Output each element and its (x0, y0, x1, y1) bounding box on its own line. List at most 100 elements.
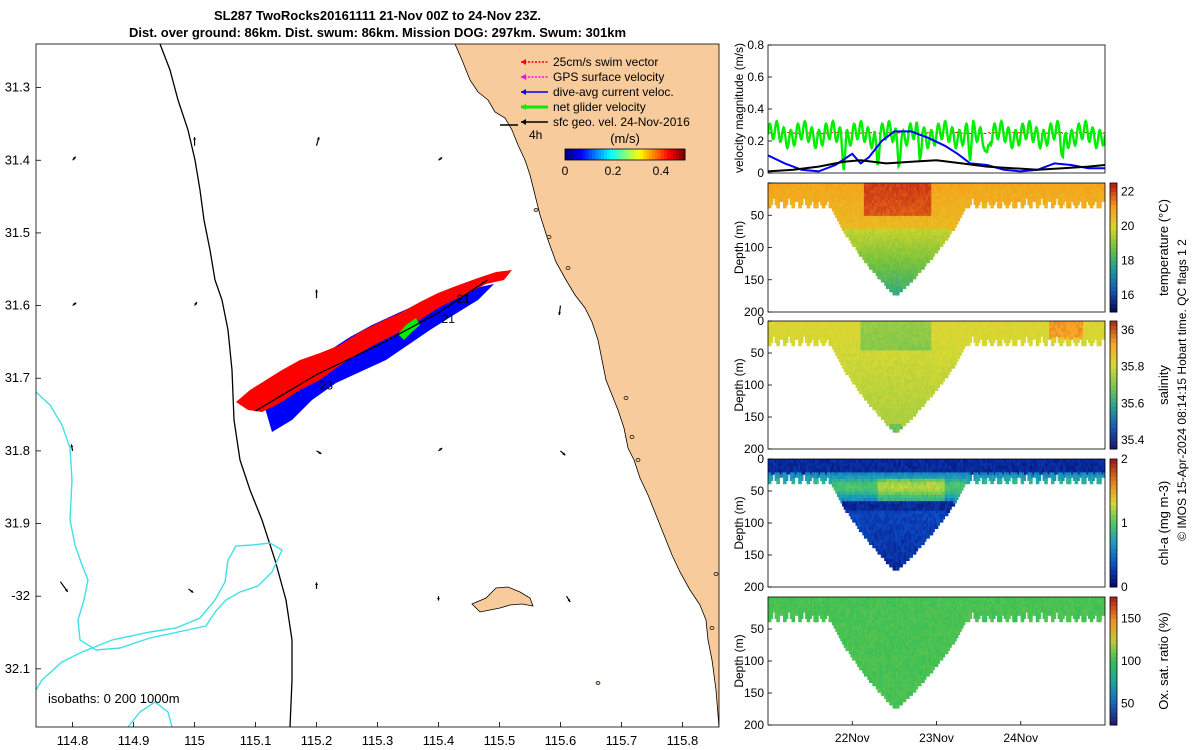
section-cell (959, 209, 964, 215)
section-cell (954, 356, 959, 363)
section-cell (799, 196, 804, 202)
velocity-series-line (768, 130, 1105, 173)
map-colorbar-segment (607, 149, 611, 160)
geo-velocity-arrowhead (193, 137, 196, 140)
section-colorbar-segment (1110, 273, 1117, 279)
section-cell (769, 199, 774, 206)
map-colorbar-segment (586, 149, 590, 160)
section-ytick-label: 100 (744, 241, 764, 255)
section-cell (783, 340, 787, 347)
section-cell (951, 363, 956, 369)
map-colorbar-segment (619, 149, 623, 160)
map-colorbar-segment (655, 149, 659, 160)
section-cell (1098, 202, 1102, 209)
section-cell (936, 382, 940, 388)
section-cell (1089, 202, 1094, 209)
section-cell (926, 257, 930, 264)
section-colorbar-segment (1110, 307, 1117, 313)
section-cell (917, 267, 922, 273)
legend-arrowhead (521, 104, 526, 110)
map-xtick-label: 115.2 (301, 733, 333, 748)
section-cell (791, 337, 796, 343)
section-cell (1005, 202, 1010, 209)
map-colorbar-tick: 0.4 (653, 164, 670, 178)
islet (709, 626, 715, 630)
section-cell (946, 232, 951, 238)
map-ytick-label: -32 (11, 588, 30, 603)
section-cell (776, 199, 780, 206)
section-cell (934, 385, 939, 391)
section-cell (784, 196, 789, 202)
rottnest-island (471, 586, 534, 613)
map-colorbar-segment (673, 149, 677, 160)
section-cell (1044, 202, 1048, 209)
section-cell (963, 202, 967, 209)
geo-velocity-arrowhead (316, 137, 320, 140)
section-colorbar-segment (1110, 251, 1117, 257)
section-cell (966, 202, 971, 209)
section-cell (815, 202, 819, 209)
section-cell (776, 340, 780, 347)
section-ytick-label: 50 (751, 208, 765, 222)
section-cell (991, 199, 996, 206)
section-cell (823, 334, 828, 340)
section-cell (1076, 199, 1080, 206)
islet (629, 435, 635, 439)
section-cell (961, 206, 966, 212)
section-cell (776, 337, 780, 343)
section-cell (769, 337, 774, 343)
velocity-ytick-label: 0.2 (747, 134, 764, 148)
section-colorbar-label: temperature (°C) (1156, 199, 1171, 296)
section-cell (926, 395, 930, 401)
section-cell (823, 199, 828, 206)
section-cell (931, 388, 935, 395)
map-colorbar-segment (568, 149, 572, 160)
geo-velocity-arrowhead (73, 302, 77, 306)
section-cell (1082, 199, 1087, 206)
map-colorbar-segment (565, 149, 569, 160)
section-cell (823, 196, 828, 202)
map-colorbar-segment (583, 149, 587, 160)
map-colorbar-segment (667, 149, 671, 160)
map-colorbar-segment (610, 149, 614, 160)
scale-label-4h: 4h (529, 128, 542, 142)
geo-velocity-arrowhead (72, 156, 76, 160)
section-cell (917, 404, 922, 411)
section-cell (963, 337, 967, 343)
section-cell (1103, 186, 1105, 193)
current-vector-swath (262, 284, 494, 432)
section-cell (815, 199, 819, 206)
section-cell (1029, 202, 1033, 209)
section-colorbar-tick: 18 (1121, 253, 1135, 267)
map-xtick-label: 115.8 (667, 733, 699, 748)
section-cell (939, 241, 944, 248)
section-cell (1045, 196, 1050, 202)
section-cell (968, 334, 972, 340)
map-colorbar-segment (682, 149, 686, 160)
section-cell (963, 199, 967, 206)
section-cell (815, 340, 819, 347)
section-cell (961, 344, 966, 350)
section-cell (784, 199, 789, 206)
section-cell (1015, 196, 1020, 202)
map-ytick-label: 31.6 (5, 298, 30, 313)
legend-label: GPS surface velocity (553, 70, 664, 84)
section-cell (1020, 202, 1025, 209)
section-colorbar-segment (1110, 264, 1117, 270)
section-colorbar-segment (1110, 195, 1117, 201)
map-colorbar-segment (592, 149, 596, 160)
map-colorbar-segment (625, 149, 629, 160)
section-cell (968, 196, 972, 202)
section-cell (821, 340, 826, 347)
section-cell (959, 347, 964, 353)
section-cell (914, 408, 919, 414)
section-cell (968, 199, 972, 206)
section-colorbar-segment (1110, 247, 1117, 253)
section-cell (934, 248, 939, 254)
map-colorbar-segment (622, 149, 626, 160)
section-cell (895, 427, 900, 433)
section-cell (958, 212, 962, 219)
map-colorbar-segment (631, 149, 635, 160)
